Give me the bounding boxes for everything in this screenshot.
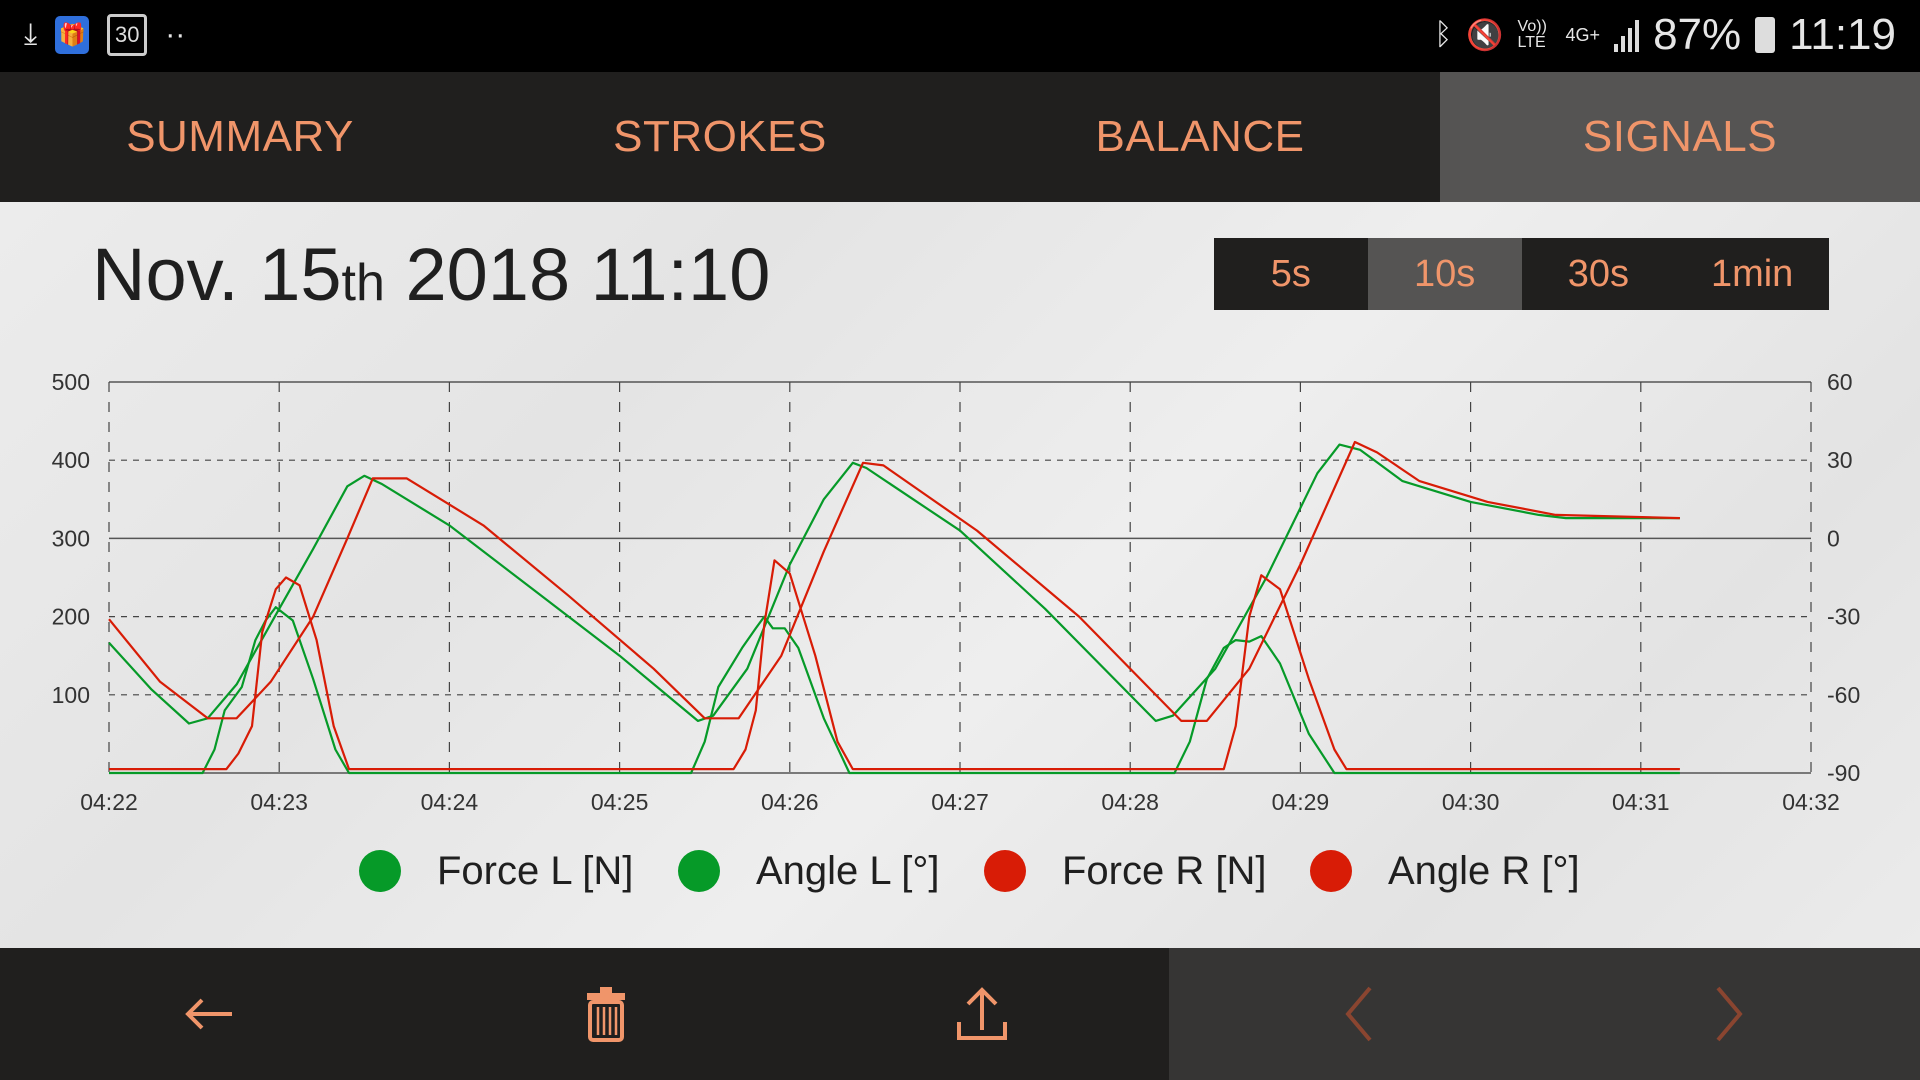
y-left-tick-label: 500 (52, 369, 90, 395)
signal-icon (1614, 18, 1640, 52)
legend-label: Angle L [°] (756, 848, 940, 893)
x-tick-label: 04:32 (1782, 789, 1840, 815)
tab-strokes[interactable]: STROKES (613, 112, 827, 161)
range-5s-button[interactable]: 5s (1270, 252, 1311, 295)
legend-dot (984, 850, 1026, 892)
range-30s-button[interactable]: 30s (1567, 252, 1630, 295)
tab-bar: SUMMARY STROKES BALANCE SIGNALS (0, 72, 1920, 202)
y-right-tick-label: 0 (1827, 525, 1840, 551)
x-tick-label: 04:28 (1101, 789, 1159, 815)
title-year-time: 2018 11:10 (384, 233, 771, 316)
x-tick-label: 04:31 (1612, 789, 1670, 815)
series-line-force-l-n (109, 606, 1680, 775)
title-ordinal: th (341, 254, 385, 312)
series-line-angle-r (108, 440, 1680, 722)
y-left-tick-label: 200 (52, 604, 90, 630)
status-bar: ⤓ 🎁 30 ·· ᛒ 🔇 Vo)) LTE 4G+ 87% 11:19 (0, 0, 1920, 72)
previous-button[interactable] (1322, 978, 1394, 1050)
next-button[interactable] (1694, 978, 1766, 1050)
y-right-tick-label: -30 (1827, 604, 1860, 630)
y-right-tick-label: 60 (1827, 369, 1853, 395)
x-tick-label: 04:24 (421, 789, 479, 815)
y-left-tick-label: 400 (52, 447, 90, 473)
x-tick-label: 04:27 (931, 789, 989, 815)
chart-legend: Force L [N] Angle L [°] Force R [N] Angl… (0, 845, 1920, 897)
chevron-left-icon (1345, 986, 1372, 1042)
y-left-tick-label: 100 (52, 682, 90, 708)
gift-icon: 🎁 (55, 16, 90, 54)
x-tick-label: 04:22 (80, 789, 138, 815)
back-arrow-icon (185, 998, 232, 1030)
export-button[interactable] (946, 978, 1018, 1050)
tab-balance[interactable]: BALANCE (1095, 112, 1305, 161)
legend-item-force-r[interactable]: Force R [N] (984, 845, 1266, 897)
y-right-tick-label: -90 (1827, 760, 1860, 786)
navigation-panel (1169, 948, 1920, 1080)
more-dots-icon: ·· (165, 18, 186, 51)
x-tick-label: 04:25 (591, 789, 649, 815)
clock: 11:19 (1789, 10, 1896, 59)
bottom-bar (0, 948, 1920, 1080)
legend-item-angle-l[interactable]: Angle L [°] (678, 845, 940, 897)
upload-icon (957, 987, 1007, 1040)
battery-icon (1755, 17, 1776, 53)
delete-button[interactable] (570, 978, 642, 1050)
y-right-tick-label: -60 (1827, 682, 1860, 708)
legend-item-angle-r[interactable]: Angle R [°] (1310, 845, 1580, 897)
x-tick-label: 04:23 (250, 789, 308, 815)
x-tick-label: 04:30 (1442, 789, 1500, 815)
session-title: Nov. 15th 2018 11:10 (92, 232, 770, 317)
legend-label: Angle R [°] (1388, 848, 1580, 893)
legend-dot (678, 850, 720, 892)
trash-icon (587, 987, 625, 1042)
x-tick-label: 04:29 (1272, 789, 1330, 815)
y-right-tick-label: 30 (1827, 447, 1853, 473)
back-button[interactable] (173, 978, 245, 1050)
range-10s-button[interactable]: 10s (1367, 238, 1522, 310)
tab-signals[interactable]: SIGNALS (1440, 72, 1920, 202)
chevron-right-icon (1716, 986, 1743, 1042)
battery-percent: 87% (1653, 10, 1742, 59)
series-line-angle-l (108, 443, 1680, 725)
legend-label: Force L [N] (437, 848, 634, 893)
bluetooth-icon: ᛒ (1434, 18, 1453, 51)
title-date: Nov. 15 (92, 233, 342, 316)
calendar-icon: 30 (107, 14, 148, 56)
time-range-selector: 5s 10s 30s 1min (1214, 238, 1829, 310)
series-line-force-r-n (109, 559, 1680, 771)
volte-icon: Vo)) LTE (1517, 18, 1547, 51)
x-tick-label: 04:26 (761, 789, 819, 815)
legend-dot (359, 850, 401, 892)
4g-plus-icon: 4G+ (1565, 24, 1601, 45)
legend-item-force-l[interactable]: Force L [N] (359, 845, 633, 897)
download-icon: ⤓ (24, 18, 38, 51)
y-left-tick-label: 300 (52, 525, 90, 551)
content-area (0, 202, 1920, 948)
legend-label: Force R [N] (1062, 848, 1267, 893)
tab-summary[interactable]: SUMMARY (126, 112, 354, 161)
legend-dot (1310, 850, 1352, 892)
range-1min-button[interactable]: 1min (1710, 252, 1794, 295)
mute-icon: 🔇 (1466, 18, 1504, 52)
